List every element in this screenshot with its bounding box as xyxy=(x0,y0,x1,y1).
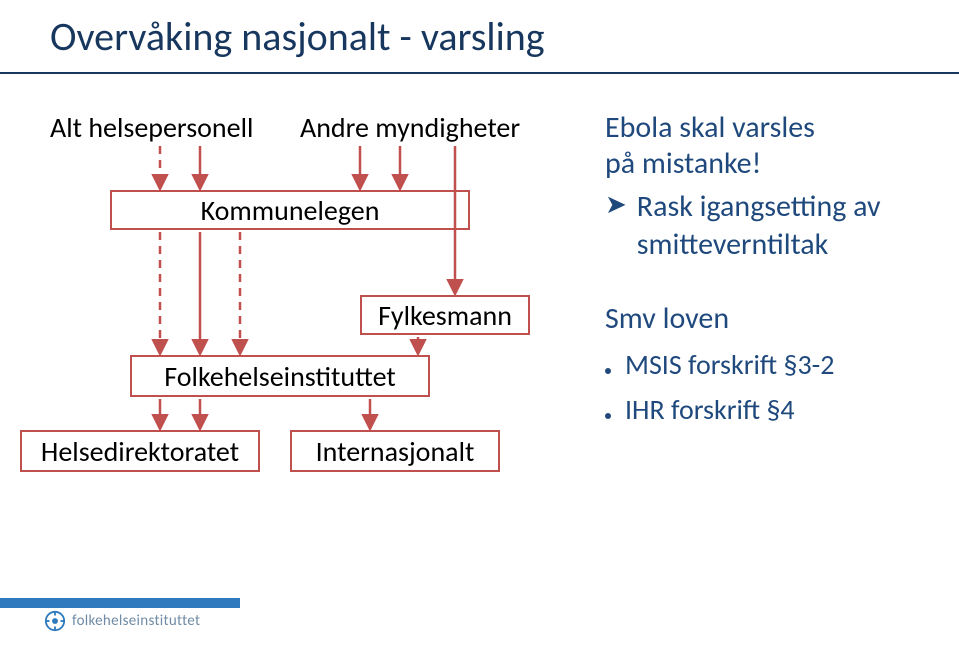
lower-bullet-2-text: IHR forskrift §4 xyxy=(625,388,795,433)
title-underline xyxy=(0,72,959,74)
side-line-1: Ebola skal varsles xyxy=(605,110,945,146)
footer-logo: folkehelseinstituttet xyxy=(44,610,200,632)
node-helsedirektoratet: Helsedirektoratet xyxy=(20,430,260,472)
bullet-icon xyxy=(605,368,611,374)
footer-logo-text: folkehelseinstituttet xyxy=(72,612,200,630)
node-fylkesmann: Fylkesmann xyxy=(360,295,530,335)
footer-accent-bar xyxy=(0,598,240,608)
side-panel: Ebola skal varsles på mistanke! ➤ Rask i… xyxy=(605,110,945,263)
lower-head: Smv loven xyxy=(605,300,945,337)
side-line-2: på mistanke! xyxy=(605,146,945,182)
side-sub-text: Rask igangsetting av smitteverntiltak xyxy=(637,188,945,263)
chevron-right-icon: ➤ xyxy=(605,188,627,222)
lower-panel: Smv loven MSIS forskrift §3-2 IHR forskr… xyxy=(605,300,945,433)
lower-bullet-2: IHR forskrift §4 xyxy=(605,388,945,433)
node-andre-myndigheter: Andre myndigheter xyxy=(300,110,520,145)
node-folkehelseinstituttet: Folkehelseinstituttet xyxy=(130,355,430,397)
node-alt-helsepersonell: Alt helsepersonell xyxy=(50,110,253,145)
side-sub: ➤ Rask igangsetting av smitteverntiltak xyxy=(605,188,945,263)
bullet-icon xyxy=(605,413,611,419)
lower-bullet-1: MSIS forskrift §3-2 xyxy=(605,343,945,388)
node-kommunelegen: Kommunelegen xyxy=(110,190,470,230)
logo-icon xyxy=(44,610,66,632)
page-title: Overvåking nasjonalt - varsling xyxy=(50,12,545,61)
lower-bullet-1-text: MSIS forskrift §3-2 xyxy=(625,343,834,388)
node-internasjonalt: Internasjonalt xyxy=(290,430,500,472)
